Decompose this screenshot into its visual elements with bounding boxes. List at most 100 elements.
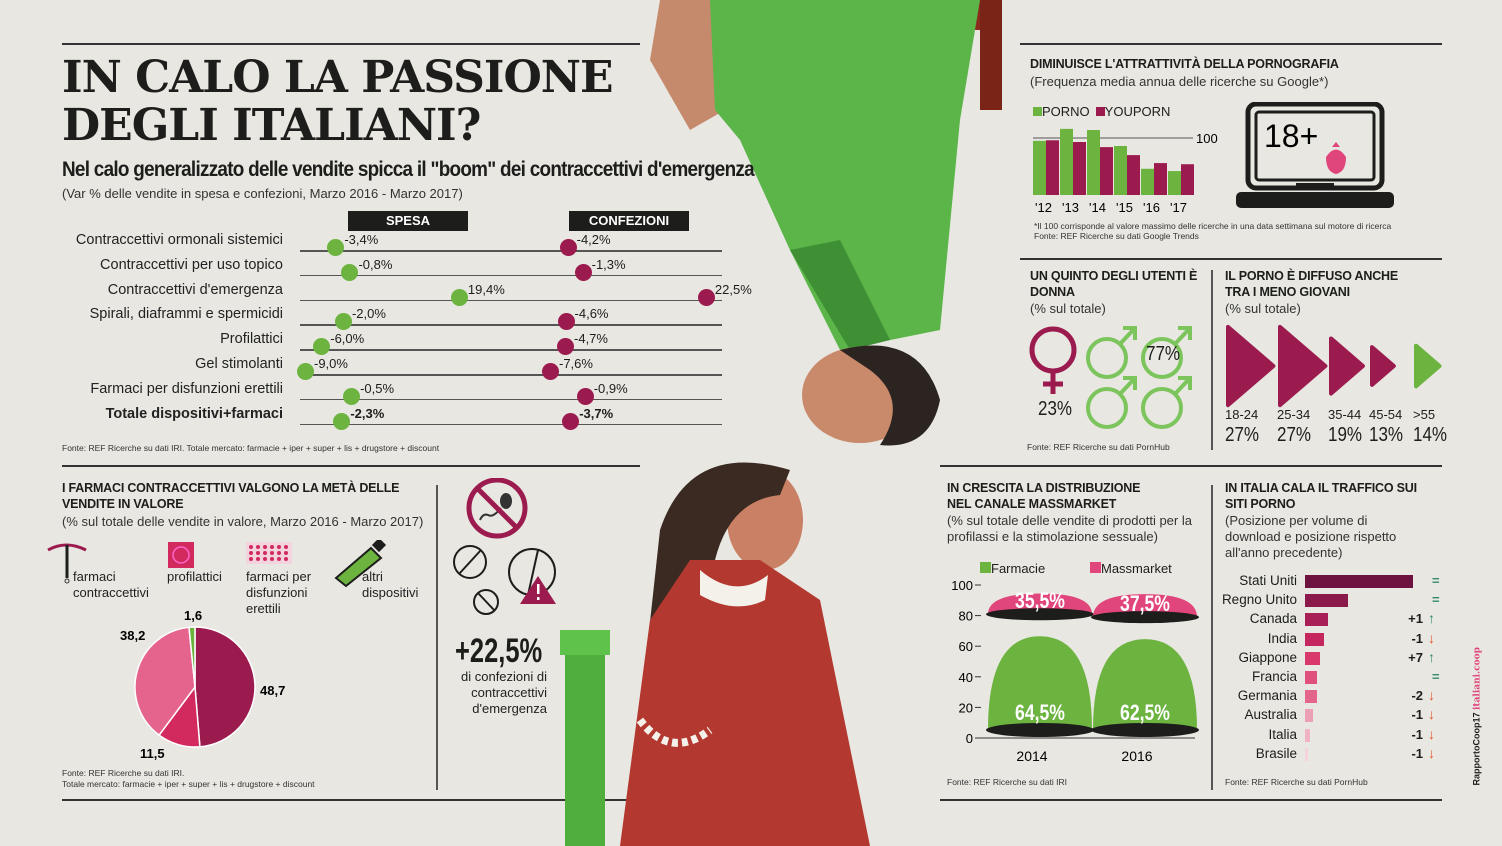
traffic-bar [1305, 575, 1413, 588]
legend-icons [47, 540, 387, 588]
traffic-bar [1305, 613, 1328, 627]
source-note: Fonte: REF Ricerche su dati PornHub [1225, 777, 1368, 787]
year-label: '14 [1089, 200, 1106, 215]
bar-porno [1060, 128, 1073, 195]
legend-label: farmaci contraccettivi [73, 569, 149, 600]
warning-icon [520, 576, 556, 604]
bar-youporn [1100, 147, 1113, 195]
row-label: Contraccettivi ormonali sistemici [75, 232, 283, 248]
iud-icon [47, 543, 87, 584]
confezioni-dot [697, 288, 715, 306]
confezioni-label: -3,7% [579, 405, 614, 421]
spesa-label: -2,0% [351, 306, 386, 322]
legend-label: altri dispositivi [362, 569, 419, 600]
row-label: Spirali, diaframmi e spermicidi [89, 306, 283, 323]
row-label: Gel stimolanti [195, 356, 283, 372]
traffic-bar [1305, 632, 1325, 646]
divider [1211, 485, 1213, 790]
farmacie-dome [988, 636, 1092, 730]
legend-farmacie: Farmacie [980, 561, 1045, 576]
spesa-dot [313, 338, 331, 356]
spesa-label: 19,4% [467, 281, 505, 297]
age-label: 25-34 [1277, 407, 1311, 422]
page-title: IN CALO LA PASSIONE DEGLI ITALIANI? [62, 54, 614, 150]
spesa-label: -2,3% [350, 405, 385, 421]
dome-base [1091, 723, 1199, 737]
spesa-label: -3,4% [344, 232, 379, 247]
legend-massmarket: Massmarket [1090, 561, 1172, 576]
dome-base [1091, 611, 1199, 624]
arrow-down-icon: ↓ [1428, 687, 1435, 704]
confezioni-label: -4,2% [576, 232, 611, 247]
confezioni-dot [576, 387, 594, 405]
row-line [300, 398, 722, 401]
confezioni-label: -7,6% [559, 356, 593, 371]
arrow-up-icon: ↑ [1428, 610, 1435, 627]
age-percent: 13% [1369, 424, 1404, 446]
section-subtitle: (% sul totale) [1225, 301, 1301, 316]
section-title: IL PORNO È DIFFUSO ANCHE TRA I MENO GIOV… [1225, 269, 1398, 299]
change-value: -1 [1411, 745, 1423, 761]
arrow-down-icon: ↓ [1428, 706, 1435, 723]
dome-base [986, 723, 1094, 737]
massmarket-dome [1093, 594, 1197, 618]
row-line [300, 324, 722, 326]
legend: PORNO YOUPORN [1033, 104, 1170, 119]
spesa-dot [333, 412, 351, 430]
age-percent: 19% [1328, 424, 1363, 446]
confezioni-dot [557, 338, 575, 356]
y-tick: 20 [959, 700, 973, 715]
spesa-dot [297, 363, 314, 380]
gel-tube-icon [334, 540, 387, 588]
row-line [300, 423, 722, 426]
spesa-dot [334, 313, 352, 331]
age-label: 45-54 [1369, 407, 1403, 422]
row-label: Totale dispositivi+farmaci [105, 405, 283, 422]
source-note: Fonte: REF Ricerche su dati IRI. Totale … [62, 443, 440, 453]
country-label: Canada [1249, 611, 1297, 627]
bar-porno [1141, 168, 1154, 195]
age-label: 35-44 [1328, 407, 1362, 422]
spesa-dot [327, 239, 345, 256]
confezioni-label: -4,7% [574, 331, 608, 347]
dome-base [986, 608, 1094, 621]
change-value: +7 [1408, 649, 1423, 665]
country-label: Francia [1251, 669, 1297, 684]
row-line [300, 299, 722, 302]
row-label: Contraccettivi d'emergenza [107, 281, 283, 298]
y-tick: 80 [959, 609, 973, 624]
age-triangle [1226, 324, 1276, 408]
google-bar-chart: 100 '12 '13 '14 '15 '16 '17 [1033, 128, 1218, 215]
bar-youporn [1046, 140, 1059, 195]
pie-slice [134, 626, 196, 737]
confezioni-label: -4,6% [574, 306, 609, 322]
age-triangle [1278, 324, 1328, 408]
year-label: 2014 [1016, 748, 1047, 764]
pie-slice [194, 626, 256, 748]
credit-text: RapportoCoop17 [1471, 712, 1482, 786]
section-subtitle: (Posizione per volume di download e posi… [1225, 513, 1397, 560]
arrow-down-icon: ↓ [1428, 725, 1435, 742]
traffic-bar [1305, 709, 1313, 723]
emergency-value: +22,5% [455, 632, 543, 670]
change-value: -1 [1411, 707, 1423, 723]
legend-label: farmaci per disfunzioni erettili [246, 569, 312, 616]
year-label: '16 [1143, 200, 1160, 215]
divider [1211, 270, 1213, 450]
year-label: '12 [1035, 200, 1052, 215]
y-tick: 100 [951, 578, 973, 593]
bar-youporn [1073, 141, 1086, 195]
arrow-up-icon: ↑ [1428, 648, 1435, 665]
source-note: Fonte: REF Ricerche su dati IRI. [62, 768, 185, 778]
country-label: Regno Unito [1221, 592, 1297, 608]
country-label: Australia [1244, 707, 1297, 723]
change-value: -1 [1411, 726, 1423, 742]
section-subtitle: (% sul totale delle vendite di prodotti … [947, 513, 1192, 544]
section-subtitle: (Frequenza media annua delle ricerche su… [1030, 74, 1329, 89]
age-triangle [1370, 345, 1396, 387]
source-note: Fonte: REF Ricerche su dati IRI [947, 777, 1067, 787]
confezioni-label: -1,3% [591, 256, 626, 272]
country-label: Brasile [1255, 745, 1297, 761]
gender-icons [1029, 326, 1192, 429]
arrow-down-icon: ↓ [1428, 629, 1435, 646]
